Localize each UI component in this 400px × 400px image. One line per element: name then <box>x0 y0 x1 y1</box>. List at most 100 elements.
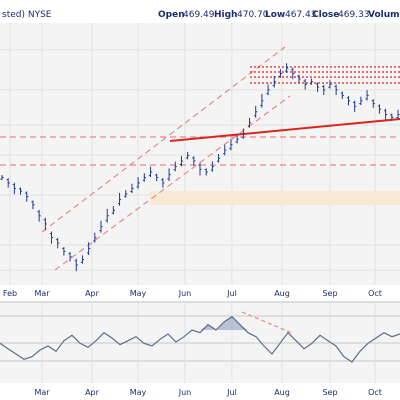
price-x-tick-label: Jul <box>226 289 237 298</box>
price-bar <box>173 161 177 172</box>
low-value: 467.43 <box>285 10 317 20</box>
price-bar <box>192 156 196 166</box>
price-x-tick-label: Sep <box>322 289 337 298</box>
price-bar <box>396 109 400 120</box>
price-bar <box>322 84 326 95</box>
price-bar <box>204 168 208 176</box>
price-bar <box>179 155 184 167</box>
oscillator-series <box>0 311 400 363</box>
price-bar <box>216 153 221 163</box>
symbol-exchange-label: sted) NYSE <box>2 10 52 20</box>
high-label: High <box>214 10 237 20</box>
price-bar <box>384 108 388 121</box>
price-bar <box>297 74 301 84</box>
price-bar <box>142 173 146 182</box>
price-bar <box>111 206 115 215</box>
price-x-tick-label: Aug <box>274 289 290 298</box>
price-bar <box>198 162 202 176</box>
price-x-tick-label: Jun <box>178 289 192 298</box>
price-bars <box>0 63 400 272</box>
price-bar <box>353 100 357 113</box>
price-x-tick-label: Feb <box>3 289 17 298</box>
price-bar <box>155 173 159 182</box>
shaded-zone <box>150 191 400 205</box>
price-bar <box>49 231 54 244</box>
price-x-tick-label: Apr <box>85 289 100 298</box>
price-bar <box>130 183 134 194</box>
oscillator-x-tick-label: Apr <box>85 388 100 397</box>
price-bar <box>186 151 190 160</box>
price-bar <box>18 187 23 195</box>
open-value: 469.49 <box>183 10 215 20</box>
volume-label: Volume <box>368 10 400 20</box>
quote-header: sted) NYSE Open 469.49 High 470.70 Low 4… <box>2 10 400 20</box>
price-overlays <box>0 46 400 271</box>
low-label: Low <box>265 10 285 20</box>
price-bar <box>0 174 4 180</box>
price-bar <box>371 99 375 108</box>
oscillator-x-tick-label: Jul <box>226 388 237 397</box>
oscillator-line <box>0 315 400 363</box>
price-bar <box>334 84 338 96</box>
price-bar <box>6 178 10 188</box>
price-bar <box>340 91 344 100</box>
price-bar <box>56 237 60 249</box>
oscillator-x-tick-label: Mar <box>34 388 50 397</box>
oscillator-panel <box>0 303 400 383</box>
price-bar <box>241 128 245 139</box>
price-bar <box>31 200 35 210</box>
price-bar <box>105 208 109 223</box>
price-panel <box>0 23 400 285</box>
price-bar <box>359 96 363 106</box>
neckline <box>169 118 400 142</box>
price-bar <box>43 217 47 231</box>
price-bar <box>12 182 16 195</box>
price-bar <box>68 252 72 262</box>
price-bar <box>210 161 214 172</box>
price-bar <box>167 168 171 182</box>
price-bar <box>291 67 295 80</box>
price-bar <box>260 93 264 108</box>
price-x-tick-label: Mar <box>34 289 50 298</box>
price-panel-background <box>0 23 400 285</box>
price-bar <box>272 75 276 88</box>
oscillator-grid <box>0 303 400 383</box>
channel-lower-line <box>54 95 291 271</box>
price-bar <box>309 78 313 85</box>
oscillator-x-tick-label: Aug <box>274 388 290 397</box>
price-bar <box>266 84 270 96</box>
close-value: 469.33 <box>338 10 370 20</box>
price-bar <box>136 177 140 189</box>
price-bar <box>377 104 382 114</box>
price-bar <box>74 258 78 272</box>
price-bar <box>315 82 320 92</box>
price-bar <box>148 166 153 178</box>
price-bar <box>247 117 252 128</box>
price-bar <box>62 247 66 256</box>
price-bar <box>278 69 283 78</box>
price-bar <box>235 134 239 144</box>
price-bar <box>117 192 122 206</box>
price-bar <box>80 255 85 264</box>
price-bar <box>37 209 41 222</box>
oscillator-x-tick-label: Jun <box>178 388 192 397</box>
price-bar <box>93 232 97 243</box>
price-x-tick-label: Oct <box>368 289 382 298</box>
price-bar <box>365 90 369 101</box>
oscillator-x-tick-label: May <box>130 388 147 397</box>
price-bar <box>254 105 258 118</box>
price-bar <box>346 96 351 106</box>
price-bar <box>99 220 103 233</box>
oscillator-divergence-line <box>241 311 293 334</box>
price-bar <box>229 138 233 151</box>
high-value: 470.70 <box>237 10 269 20</box>
price-bar <box>328 80 332 89</box>
price-bar <box>303 79 307 90</box>
price-bar <box>390 113 394 121</box>
oscillator-x-axis: Mar Apr May Jun Jul Aug Sep Oct <box>34 388 381 397</box>
price-bar <box>223 144 227 156</box>
price-bar <box>124 190 128 198</box>
price-bar <box>25 191 29 202</box>
price-bar <box>161 178 165 188</box>
